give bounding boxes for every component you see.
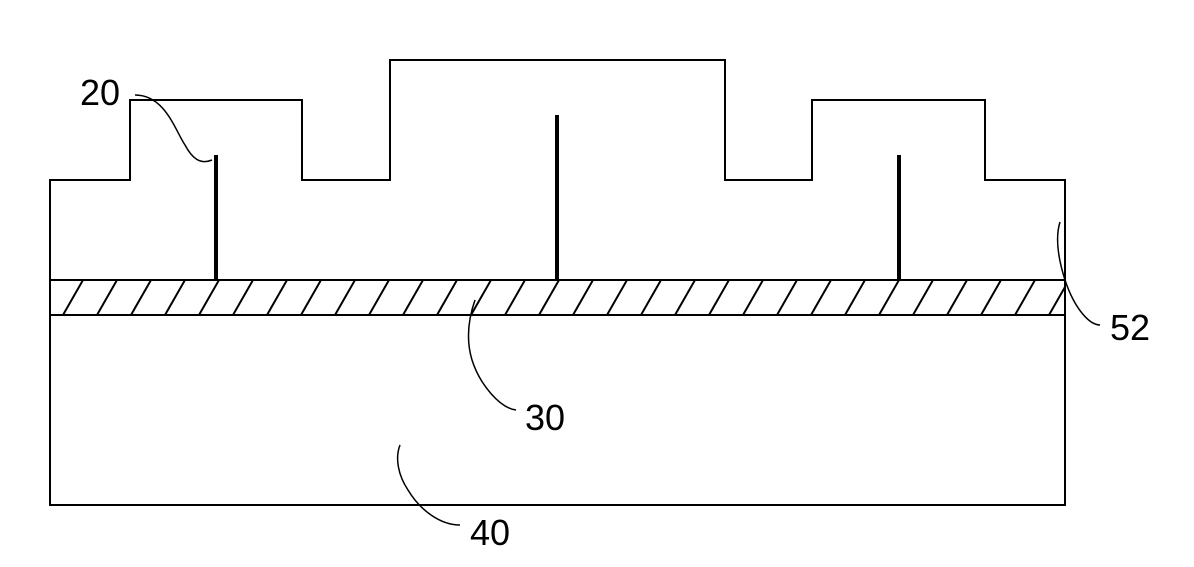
leader-ref30 [468,300,516,410]
hatch-lines [0,280,1103,315]
leader-ref52 [1058,222,1100,325]
leader-ref40 [398,445,460,525]
label-ref52: 52 [1110,307,1150,348]
label-ref20: 20 [80,72,120,113]
label-ref40: 40 [470,512,510,553]
label-ref30: 30 [525,397,565,438]
leader-ref20 [135,95,212,162]
